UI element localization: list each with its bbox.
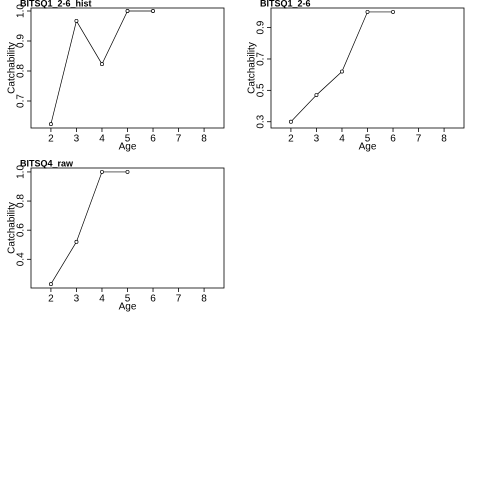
x-tick-label: 3 (74, 294, 80, 305)
x-tick-label: 5 (125, 134, 131, 145)
y-tick-label: 0.4 (16, 252, 27, 266)
x-tick-label: 2 (48, 134, 54, 145)
x-tick-label: 6 (390, 134, 396, 145)
point (151, 9, 155, 13)
y-tick-label: 1.0 (16, 4, 27, 18)
point (74, 18, 79, 23)
y-tick-label: 0.5 (256, 83, 267, 97)
x-tick-label: 4 (99, 134, 105, 145)
chart-title: BITSQ1_2-6 (260, 0, 311, 8)
point (314, 93, 319, 98)
point (391, 9, 395, 14)
y-axis-label: Catchability (247, 42, 258, 94)
y-tick-label: 0.8 (16, 64, 27, 78)
x-tick-label: 4 (99, 294, 105, 305)
x-axis-label: Age (119, 302, 137, 313)
y-tick-label: 0.9 (16, 34, 27, 48)
series-line (50, 10, 154, 125)
y-tick-label: 0.7 (16, 94, 27, 108)
point (125, 169, 130, 174)
x-axis-label: Age (119, 142, 137, 153)
x-tick-label: 8 (441, 134, 447, 145)
point (100, 169, 104, 174)
point (48, 122, 53, 127)
y-tick-label: 0.9 (256, 20, 267, 34)
point (125, 9, 130, 13)
point (74, 239, 79, 244)
chart-title: BITSQ4_raw (20, 158, 74, 168)
point (48, 282, 53, 287)
series-line (50, 171, 128, 285)
x-tick-label: 5 (365, 134, 371, 145)
x-tick-label: 7 (176, 134, 182, 145)
x-tick-label: 7 (416, 134, 422, 145)
plot-box (30, 7, 225, 129)
point (365, 9, 370, 14)
chart-title: BITSQ1_2-6_hist (20, 0, 92, 8)
x-tick-label: 8 (201, 294, 207, 305)
x-tick-label: 3 (74, 134, 80, 145)
plot-box (270, 7, 465, 129)
y-tick-label: 0.6 (16, 223, 27, 237)
x-tick-label: 4 (339, 134, 345, 145)
series-line (290, 11, 394, 122)
y-tick-label: 0.3 (256, 114, 267, 128)
point (288, 119, 293, 124)
plot-box (30, 167, 225, 289)
x-tick-label: 3 (314, 134, 320, 145)
y-axis-label: Catchability (7, 202, 18, 254)
x-axis-label: Age (359, 142, 377, 153)
y-tick-label: 0.8 (16, 194, 27, 208)
x-tick-label: 6 (150, 134, 156, 145)
point (340, 69, 344, 74)
x-tick-label: 2 (288, 134, 294, 145)
point (100, 62, 104, 67)
x-tick-label: 5 (125, 294, 131, 305)
x-tick-label: 8 (201, 134, 207, 145)
x-tick-label: 7 (176, 294, 182, 305)
y-axis-label: Catchability (7, 42, 18, 94)
y-tick-label: 1.0 (16, 165, 27, 179)
x-tick-label: 2 (48, 294, 54, 305)
x-tick-label: 6 (150, 294, 156, 305)
y-tick-label: 0.7 (256, 52, 267, 66)
